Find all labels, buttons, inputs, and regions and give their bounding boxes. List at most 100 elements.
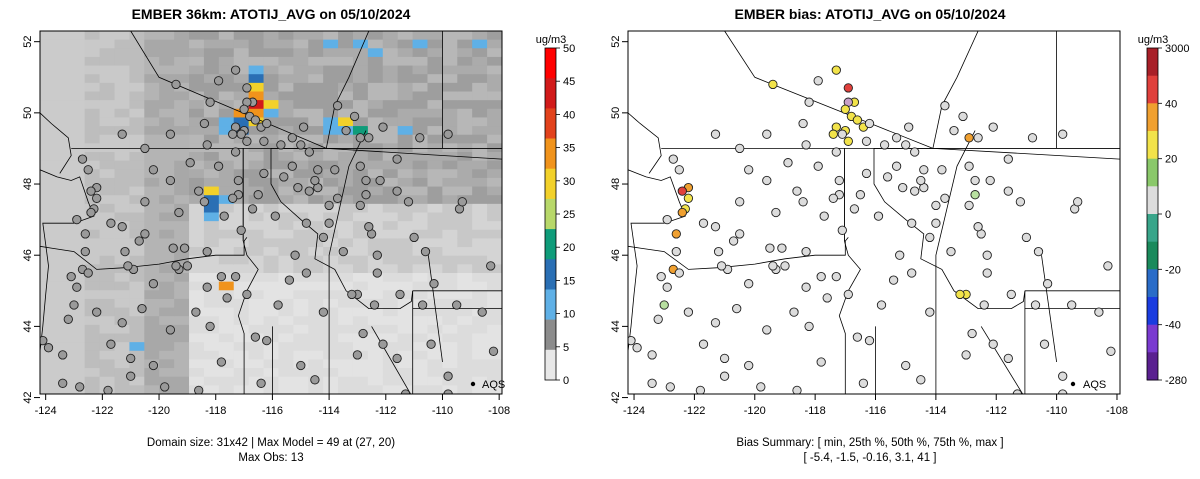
- grid-cell: [54, 177, 71, 188]
- grid-cell: [84, 108, 101, 119]
- grid-cell: [323, 56, 339, 67]
- grid-cell: [352, 212, 369, 222]
- left-title: EMBER 36km: ATOTIJ_AVG on 05/10/2024: [132, 6, 411, 22]
- grid-cell: [442, 316, 458, 326]
- grid-cell: [308, 368, 324, 378]
- grid-cell: [174, 195, 190, 205]
- grid-cell: [174, 160, 190, 170]
- left-boundary-line: [427, 255, 443, 363]
- grid-cell: [99, 324, 116, 335]
- left-site-marker: [273, 300, 283, 310]
- grid-cell: [69, 74, 86, 84]
- grid-cell: [427, 91, 443, 101]
- left-site-marker: [233, 175, 244, 186]
- left-colorbar-tick-label: 40: [563, 109, 575, 121]
- grid-cell: [218, 385, 235, 394]
- grid-cell: [278, 333, 294, 343]
- right-site-marker: [662, 214, 672, 225]
- grid-cell: [338, 186, 354, 196]
- grid-cell: [352, 255, 369, 265]
- grid-cell: [397, 281, 414, 291]
- grid-cell: [427, 368, 443, 378]
- grid-cell: [99, 203, 116, 214]
- left-site-marker: [202, 246, 212, 257]
- grid-cell: [248, 177, 265, 188]
- left-site-marker: [304, 147, 314, 157]
- grid-cell: [263, 195, 280, 205]
- left-site-marker: [205, 321, 215, 332]
- grid-cell: [248, 368, 265, 378]
- grid-cell: [69, 273, 86, 283]
- left-site-marker: [452, 300, 462, 310]
- grid-cell: [472, 273, 488, 283]
- grid-cell: [248, 143, 265, 153]
- grid-cell: [457, 238, 473, 248]
- grid-cell: [487, 91, 502, 101]
- grid-cell: [159, 255, 175, 265]
- left-site-marker: [126, 353, 136, 364]
- right-colorbar-segment: [1147, 241, 1158, 270]
- grid-cell: [352, 100, 369, 110]
- right-site-marker: [831, 271, 841, 282]
- grid-cell: [442, 229, 458, 240]
- right-site-marker: [756, 382, 766, 392]
- right-site-marker: [907, 218, 917, 228]
- grid-cell: [397, 177, 414, 188]
- grid-cell: [174, 316, 190, 326]
- grid-cell: [338, 359, 354, 369]
- grid-cell: [308, 255, 324, 265]
- right-colorbar-segment: [1147, 352, 1158, 381]
- right-site-marker: [876, 300, 887, 310]
- right-site-marker: [979, 300, 989, 310]
- left-boundary-line: [270, 148, 414, 309]
- grid-cell: [129, 31, 145, 41]
- grid-cell: [352, 247, 369, 257]
- grid-cell: [412, 290, 429, 300]
- grid-cell: [382, 48, 399, 58]
- grid-cell: [159, 281, 175, 291]
- grid-cell: [308, 31, 324, 41]
- grid-cell: [442, 385, 458, 394]
- grid-cell: [218, 91, 235, 101]
- left-site-marker: [369, 300, 380, 310]
- grid-cell: [159, 333, 175, 343]
- grid-cell: [54, 195, 71, 205]
- grid-cell: [457, 368, 473, 378]
- grid-cell: [54, 56, 71, 67]
- grid-cell: [412, 143, 429, 153]
- grid-cell: [338, 281, 354, 291]
- right-site-marker: [813, 161, 823, 171]
- grid-cell: [427, 212, 443, 222]
- left-boundary-line: [237, 148, 259, 394]
- grid-cell: [203, 65, 220, 75]
- grid-cell: [442, 82, 458, 93]
- grid-cell: [263, 48, 280, 58]
- grid-cell: [442, 238, 458, 248]
- left-site-marker: [72, 282, 82, 292]
- grid-cell: [472, 350, 488, 361]
- right-site-marker: [771, 207, 781, 218]
- grid-cell: [218, 134, 235, 144]
- grid-cell: [457, 273, 473, 283]
- grid-cell: [54, 39, 71, 49]
- grid-cell: [352, 376, 369, 386]
- grid-cell: [323, 82, 339, 93]
- grid-cell: [352, 281, 369, 291]
- grid-cell: [487, 221, 502, 231]
- grid-cell: [114, 65, 131, 75]
- grid-cell: [54, 368, 71, 378]
- grid-cell: [84, 117, 101, 127]
- grid-cell: [323, 48, 339, 58]
- grid-cell: [472, 117, 488, 127]
- grid-cell: [84, 273, 101, 283]
- grid-cell: [293, 324, 309, 335]
- grid-cell: [54, 238, 71, 248]
- left-aqs-legend-label: AQS: [482, 379, 505, 391]
- grid-cell: [174, 290, 190, 300]
- grid-cell: [442, 324, 458, 335]
- grid-cell: [218, 195, 235, 205]
- right-site-marker: [822, 293, 832, 303]
- grid-cell: [457, 100, 473, 110]
- grid-cell: [248, 385, 265, 394]
- grid-cell: [442, 290, 458, 300]
